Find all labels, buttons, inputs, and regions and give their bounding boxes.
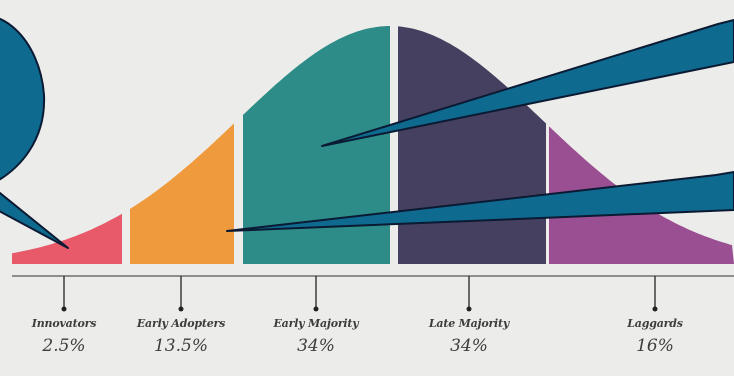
callout-pointer-upper bbox=[321, 19, 734, 147]
label-early-majority: Early Majority bbox=[273, 317, 359, 330]
tick-dot-early-adopters bbox=[178, 306, 184, 312]
segment-late-majority bbox=[398, 26, 546, 264]
percent-early-majority: 34% bbox=[297, 336, 335, 356]
tick-dot-early-majority bbox=[313, 306, 319, 312]
tick-dot-laggards bbox=[652, 306, 658, 312]
tick-marks bbox=[61, 276, 658, 312]
percent-early-adopters: 13.5% bbox=[153, 336, 208, 356]
callout-pointer-lower bbox=[226, 171, 734, 232]
callout-bubble-left bbox=[0, 18, 69, 249]
tick-dot-innovators bbox=[61, 306, 67, 312]
label-early-adopters: Early Adopters bbox=[136, 317, 226, 330]
label-innovators: Innovators bbox=[31, 317, 97, 330]
percent-laggards: 16% bbox=[636, 336, 674, 356]
segment-early-adopters bbox=[130, 26, 234, 264]
label-laggards: Laggards bbox=[627, 317, 683, 330]
label-late-majority: Late Majority bbox=[428, 317, 510, 330]
percent-late-majority: 34% bbox=[450, 336, 488, 356]
tick-dot-late-majority bbox=[466, 306, 472, 312]
percent-innovators: 2.5% bbox=[42, 336, 86, 356]
